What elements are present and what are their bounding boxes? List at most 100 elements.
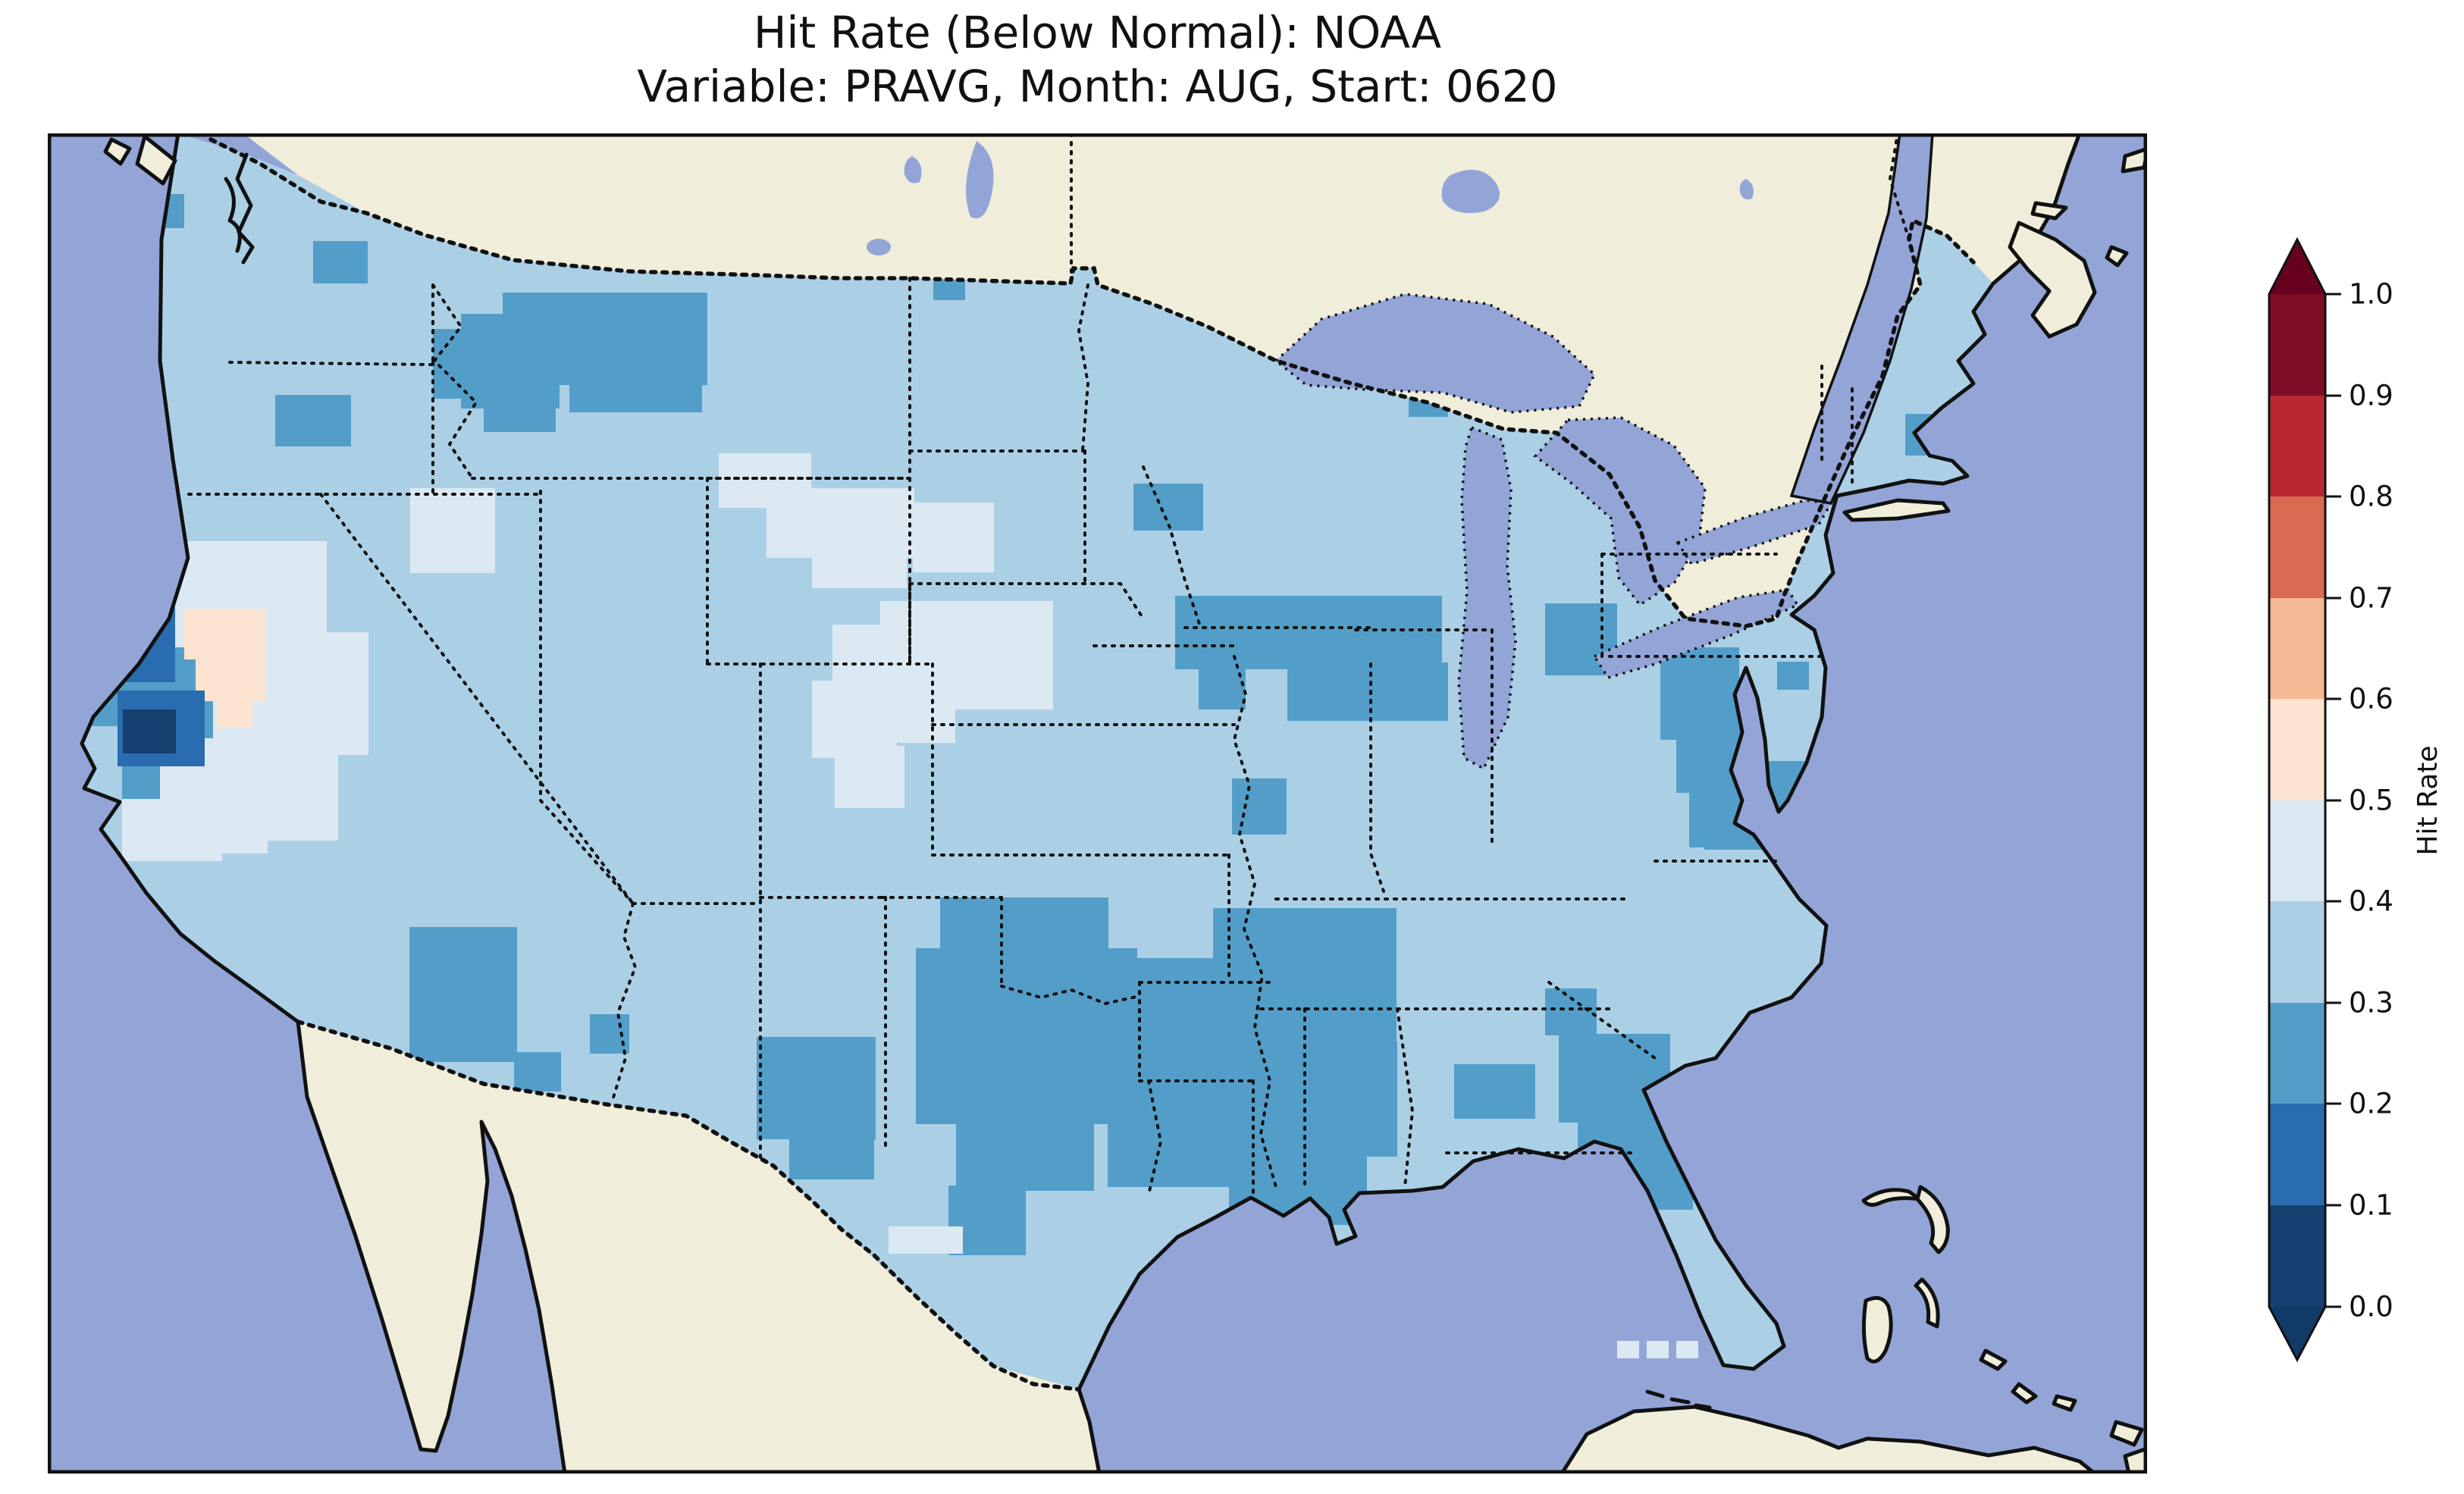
state-borders [187, 133, 1911, 1199]
title-line-1: Hit Rate (Below Normal): NOAA [753, 7, 1442, 58]
hit-rate-cell [433, 329, 483, 399]
lake-ontario [1676, 499, 1833, 566]
hit-rate-cell [1676, 1341, 1698, 1358]
tick-0.6: 0.6 [2349, 683, 2393, 716]
colorbar-over-arrow [2269, 240, 2325, 294]
tick-0.2: 0.2 [2349, 1088, 2393, 1120]
tick-0.9: 0.9 [2349, 380, 2393, 412]
colorbar: 1.0 0.9 0.8 0.7 0.6 0.5 0.4 0.3 0.2 0.1 … [2258, 226, 2464, 1393]
hit-rate-cell [1133, 484, 1203, 531]
hit-rate-cell [1232, 778, 1287, 835]
cuba [1560, 1405, 2097, 1474]
cbar-seg-0.1-0.2 [2269, 1104, 2325, 1205]
hit-rate-cell [1099, 958, 1222, 1081]
hit-rate-cell [275, 395, 351, 446]
tick-1.0: 1.0 [2349, 278, 2393, 311]
cbar-seg-0.8-0.9 [2269, 396, 2325, 497]
bahamas-andros [1861, 1295, 1893, 1364]
tick-0.5: 0.5 [2349, 785, 2393, 817]
colorbar-svg: 1.0 0.9 0.8 0.7 0.6 0.5 0.4 0.3 0.2 0.1 … [2268, 236, 2444, 1363]
cbar-seg-0.5-0.6 [2269, 699, 2325, 800]
hit-rate-cell [1545, 988, 1597, 1035]
tick-0.7: 0.7 [2349, 582, 2393, 615]
hit-rate-cell [590, 1014, 629, 1054]
hit-rate-cell [514, 1052, 561, 1092]
colorbar-axis-label: Hit Rate [2412, 745, 2444, 855]
bahamas-cay-2 [2011, 1382, 2038, 1405]
hit-rate-cell [940, 897, 1108, 952]
hit-rate-cell [409, 927, 517, 1062]
islands [103, 134, 2147, 1474]
hit-rate-cell [907, 650, 935, 739]
lake-michigan [1457, 425, 1517, 771]
map-frame [48, 133, 2147, 1474]
lake-small-1 [904, 156, 922, 183]
tick-0.3: 0.3 [2349, 987, 2393, 1019]
hit-rate-cell [184, 609, 265, 659]
lake-huron [1533, 416, 1707, 607]
tick-0.0: 0.0 [2349, 1291, 2393, 1323]
mexico-land [298, 1022, 1099, 1474]
us-map [48, 133, 2147, 1474]
hit-rate-cell [1199, 662, 1246, 709]
hit-rate-cell [1777, 662, 1809, 690]
hit-rate-cell [1213, 908, 1397, 1046]
title-line-2: Variable: PRAVG, Month: AUG, Start: 0620 [637, 60, 1558, 112]
lake-small-2 [1441, 169, 1500, 214]
hit-rate-cell [789, 1132, 874, 1179]
cbar-seg-0.3-0.4 [2269, 901, 2325, 1003]
hispaniola-corner [2123, 1446, 2147, 1474]
colorbar-tick-labels: 1.0 0.9 0.8 0.7 0.6 0.5 0.4 0.3 0.2 0.1 … [2349, 278, 2393, 1323]
bahamas-cay-1 [1979, 1348, 2008, 1371]
great-lakes [1274, 293, 1833, 771]
us-canada-border [208, 137, 1976, 628]
tick-0.1: 0.1 [2349, 1189, 2393, 1222]
hit-rate-cell [1221, 1041, 1397, 1157]
bahamas-abaco [1915, 1185, 1950, 1254]
hit-rate-cell [1287, 662, 1448, 721]
hit-rate-cell [1617, 1341, 1639, 1358]
hit-rate-cell [243, 746, 338, 841]
hit-rate-cell [913, 503, 994, 572]
hit-rate-cell [410, 488, 495, 573]
florida-keys [1645, 1389, 1712, 1410]
lake-small-3 [867, 239, 891, 255]
hit-rate-cell [956, 1121, 1094, 1191]
bahamas-cay-4 [2109, 1420, 2144, 1447]
hit-rate-cell [889, 1226, 963, 1254]
hit-rate-cell [835, 746, 904, 808]
tick-0.8: 0.8 [2349, 481, 2393, 513]
bahamas-grand-bahama [1861, 1188, 1922, 1207]
cbar-seg-0.4-0.5 [2269, 800, 2325, 902]
colorbar-ticks [2325, 293, 2341, 1308]
bahamas-cay-3 [2052, 1394, 2077, 1412]
hit-rate-cell [196, 658, 265, 701]
tick-0.4: 0.4 [2349, 885, 2393, 918]
newfoundland-islet-2 [2105, 245, 2129, 268]
gulf-atlantic-coastline [1077, 133, 2082, 1474]
hit-rate-cell [1647, 1341, 1669, 1358]
cbar-seg-0.7-0.8 [2269, 496, 2325, 598]
st-lawrence-river [1789, 133, 1934, 505]
vancouver-island [135, 134, 177, 186]
hit-rate-cell [1175, 596, 1442, 669]
island-small-nw [103, 137, 132, 166]
cbar-seg-0.9-1.0 [2269, 294, 2325, 396]
lake-superior [1274, 293, 1597, 414]
hit-rate-cell [1454, 1064, 1535, 1119]
cbar-seg-0.0-0.1 [2269, 1205, 2325, 1307]
canada-land [243, 133, 2080, 626]
prince-edward-island [2030, 201, 2068, 221]
puget-sound [224, 152, 255, 265]
nova-scotia [2008, 221, 2097, 339]
lake-winnipeg [966, 141, 994, 218]
pacific-mexico-coastline [80, 133, 567, 1474]
cbar-seg-0.2-0.3 [2269, 1003, 2325, 1104]
us-mexico-border [296, 1019, 1081, 1392]
hit-rate-cell [123, 709, 176, 753]
hit-rate-cell [217, 700, 252, 728]
bahamas-eleuthera [1914, 1277, 1940, 1329]
colorbar-under-arrow [2269, 1307, 2325, 1360]
hit-rate-cell [484, 385, 556, 432]
hit-rate-cell [569, 361, 702, 412]
